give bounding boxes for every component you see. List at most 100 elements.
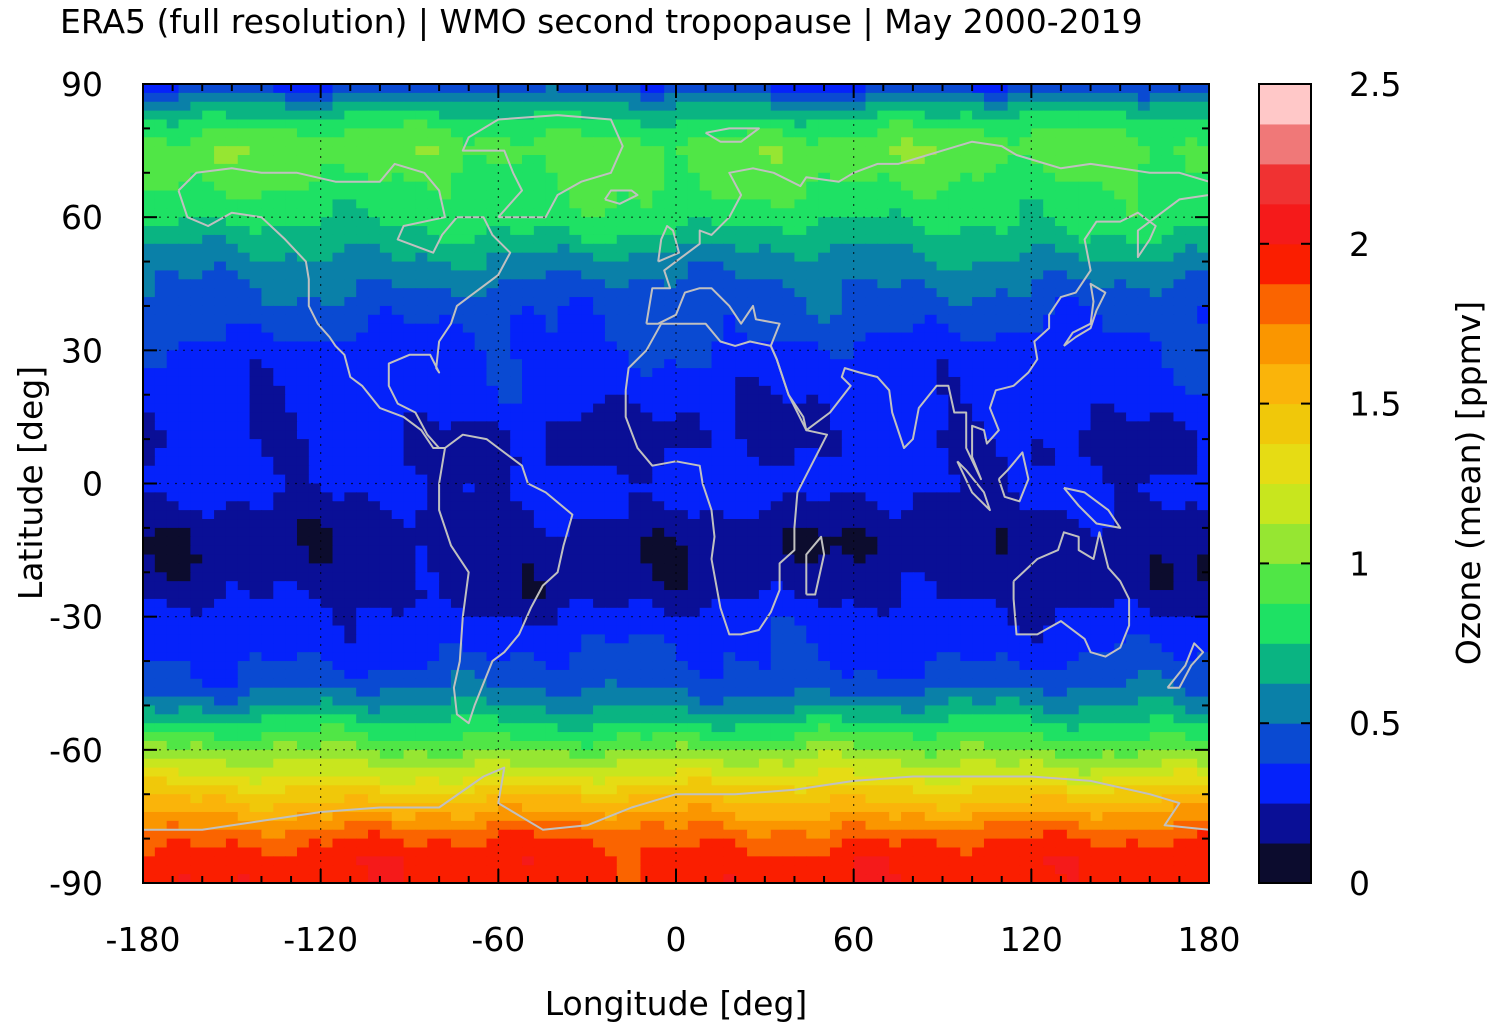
- heatmap-cell: [687, 314, 701, 325]
- heatmap-cell: [604, 447, 618, 458]
- heatmap-cell: [1066, 323, 1080, 334]
- heatmap-cell: [889, 155, 902, 165]
- heatmap-cell: [723, 199, 736, 209]
- heatmap-cell: [1055, 376, 1068, 387]
- heatmap-cell: [439, 288, 452, 298]
- heatmap-cell: [533, 288, 547, 298]
- heatmap-cell: [889, 270, 902, 280]
- heatmap-cell: [877, 563, 890, 573]
- heatmap-cell: [356, 155, 369, 165]
- heatmap-cell: [853, 305, 867, 316]
- heatmap-cell: [995, 501, 1009, 511]
- heatmap-cell: [604, 208, 618, 218]
- heatmap-cell: [995, 243, 1009, 254]
- heatmap-cell: [723, 350, 736, 360]
- heatmap-cell: [806, 359, 819, 369]
- heatmap-cell: [379, 456, 393, 467]
- heatmap-cell: [1007, 421, 1021, 431]
- heatmap-cell: [889, 483, 902, 493]
- heatmap-cell: [841, 261, 855, 272]
- heatmap-cell: [1007, 305, 1021, 316]
- heatmap-cell: [308, 465, 322, 476]
- heatmap-cell: [522, 412, 535, 422]
- heatmap-cell: [1149, 217, 1163, 227]
- heatmap-cell: [285, 297, 298, 307]
- heatmap-cell: [877, 110, 890, 121]
- heatmap-cell: [616, 323, 630, 334]
- heatmap-cell: [344, 439, 357, 449]
- heatmap-cell: [285, 110, 298, 121]
- heatmap-cell: [403, 563, 417, 573]
- heatmap-cell: [533, 536, 547, 547]
- heatmap-cell: [794, 519, 807, 529]
- heatmap-cell: [285, 519, 298, 529]
- heatmap-cell: [427, 394, 440, 405]
- heatmap-cell: [178, 403, 191, 414]
- heatmap-cell: [237, 252, 251, 263]
- heatmap-cell: [368, 350, 381, 360]
- heatmap-cell: [640, 110, 653, 121]
- heatmap-cell: [782, 456, 796, 467]
- heatmap-cell: [462, 447, 476, 458]
- heatmap-cell: [901, 190, 914, 201]
- heatmap-cell: [723, 412, 736, 422]
- heatmap-cell: [296, 208, 310, 218]
- heatmap-cell: [439, 456, 452, 467]
- heatmap-cell: [320, 527, 334, 538]
- heatmap-cell: [747, 492, 760, 502]
- heatmap-cell: [1149, 403, 1163, 414]
- heatmap-cell: [143, 297, 156, 307]
- heatmap-cell: [723, 554, 736, 564]
- heatmap-cell: [711, 554, 724, 564]
- heatmap-cell: [474, 376, 488, 387]
- heatmap-cell: [995, 350, 1009, 360]
- heatmap-cell: [1055, 297, 1068, 307]
- heatmap-cell: [912, 341, 926, 351]
- heatmap-cell: [190, 172, 203, 183]
- heatmap-cell: [368, 146, 381, 156]
- heatmap-cell: [616, 172, 630, 183]
- heatmap-cell: [1197, 412, 1209, 422]
- heatmap-cell: [1043, 172, 1056, 183]
- heatmap-cell: [818, 234, 831, 245]
- heatmap-cell: [557, 119, 570, 129]
- heatmap-cell: [1137, 563, 1151, 573]
- heatmap-cell: [1185, 492, 1198, 502]
- heatmap-cell: [202, 447, 215, 458]
- heatmap-cell: [960, 305, 973, 316]
- heatmap-cell: [1149, 447, 1163, 458]
- heatmap-cell: [166, 243, 180, 254]
- heatmap-cell: [143, 119, 156, 129]
- heatmap-cell: [178, 84, 191, 94]
- heatmap-cell: [616, 84, 630, 94]
- heatmap-cell: [640, 492, 653, 502]
- heatmap-cell: [332, 226, 345, 236]
- heatmap-cell: [225, 181, 239, 192]
- heatmap-cell: [154, 483, 168, 493]
- heatmap-cell: [356, 288, 369, 298]
- heatmap-cell: [450, 226, 464, 236]
- heatmap-cell: [1126, 350, 1139, 360]
- heatmap-cell: [143, 252, 156, 263]
- heatmap-cell: [818, 323, 831, 334]
- heatmap-cell: [616, 474, 630, 485]
- heatmap-cell: [462, 163, 476, 174]
- heatmap-cell: [723, 421, 736, 431]
- heatmap-cell: [1185, 243, 1198, 254]
- heatmap-cell: [415, 430, 428, 440]
- heatmap-cell: [889, 190, 902, 201]
- heatmap-cell: [522, 510, 535, 520]
- heatmap-cell: [889, 137, 902, 147]
- heatmap-cell: [1078, 110, 1092, 121]
- heatmap-cell: [439, 252, 452, 263]
- heatmap-cell: [510, 234, 523, 245]
- heatmap-cell: [1137, 474, 1151, 485]
- heatmap-cell: [841, 146, 855, 156]
- heatmap-cell: [687, 527, 701, 538]
- heatmap-cell: [202, 217, 215, 227]
- heatmap-cell: [960, 172, 973, 183]
- heatmap-cell: [1137, 492, 1151, 502]
- heatmap-cell: [522, 146, 535, 156]
- heatmap-cell: [1102, 110, 1115, 121]
- heatmap-cell: [889, 288, 902, 298]
